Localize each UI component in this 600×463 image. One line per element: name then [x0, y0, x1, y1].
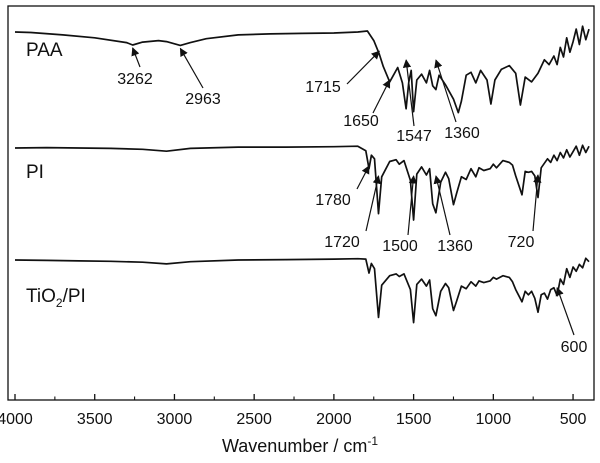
annotation-arrow [532, 174, 542, 232]
annotation-label: 1780 [315, 192, 351, 209]
annotation-label: 2963 [185, 91, 221, 108]
plot-frame [7, 5, 595, 401]
annotation-arrow [179, 47, 204, 89]
peak-annotation-1715: 1715 [305, 50, 380, 96]
peak-annotation-1720: 1720 [324, 175, 381, 251]
series-labels: PAA PI TiO2/PI [26, 40, 86, 310]
x-tick-label: 3000 [157, 411, 193, 428]
peak-annotation-2963: 2963 [179, 47, 221, 108]
peak-annotation-1650: 1650 [343, 79, 391, 130]
annotation-arrow [555, 287, 575, 336]
x-tick-label: 3500 [77, 411, 113, 428]
annotation-label: 1360 [437, 238, 473, 255]
annotation-arrow [407, 175, 418, 236]
annotation-label: 1547 [396, 128, 432, 145]
peak-annotation-720: 720 [508, 174, 542, 251]
annotation-label: 600 [561, 339, 588, 356]
peak-annotation-1360: 1360 [433, 175, 473, 255]
annotation-arrow [402, 59, 415, 127]
series-label-pi: PI [26, 162, 44, 183]
series-line-tio2-pi [14, 257, 590, 324]
annotation-label: 1500 [382, 238, 418, 255]
peak-annotation-1500: 1500 [382, 175, 418, 255]
annotation-label: 1650 [343, 113, 379, 130]
series-line-paa [14, 25, 590, 114]
peak-annotation-600: 600 [555, 287, 588, 356]
x-tick-label: 1000 [476, 411, 512, 428]
x-tick-label: 500 [560, 411, 587, 428]
series-line-pi [14, 144, 590, 221]
peak-annotation-3262: 3262 [117, 47, 153, 88]
annotation-label: 720 [508, 234, 535, 251]
annotation-arrow [433, 175, 451, 236]
series-group [14, 25, 590, 324]
x-axis-title-text: Wavenumber / cm [222, 436, 367, 456]
series-label-paa: PAA [26, 40, 63, 61]
annotation-label: 3262 [117, 71, 153, 88]
x-axis: 4000 3500 3000 2500 2000 1500 1000 500 [0, 394, 587, 428]
peak-annotation-1360: 1360 [434, 59, 480, 142]
annotation-arrow [365, 175, 381, 232]
x-axis-title: Wavenumber / cm-1 [222, 434, 378, 456]
x-tick-label: 1500 [396, 411, 432, 428]
annotation-arrow [131, 47, 141, 68]
annotation-arrow [346, 50, 380, 85]
x-axis-title-superscript: -1 [367, 434, 378, 448]
annotation-arrow [356, 165, 370, 190]
peak-annotation-1780: 1780 [315, 165, 370, 209]
annotation-label: 1360 [444, 125, 480, 142]
annotation-label: 1715 [305, 79, 341, 96]
x-tick-label: 4000 [0, 411, 33, 428]
x-tick-label: 2000 [316, 411, 352, 428]
annotation-label: 1720 [324, 234, 360, 251]
peak-annotation-1547: 1547 [396, 59, 432, 145]
annotation-arrow [372, 79, 391, 114]
annotation-arrow [434, 59, 457, 123]
x-tick-label: 2500 [236, 411, 272, 428]
series-label-tio2-pi: TiO2/PI [26, 286, 86, 310]
